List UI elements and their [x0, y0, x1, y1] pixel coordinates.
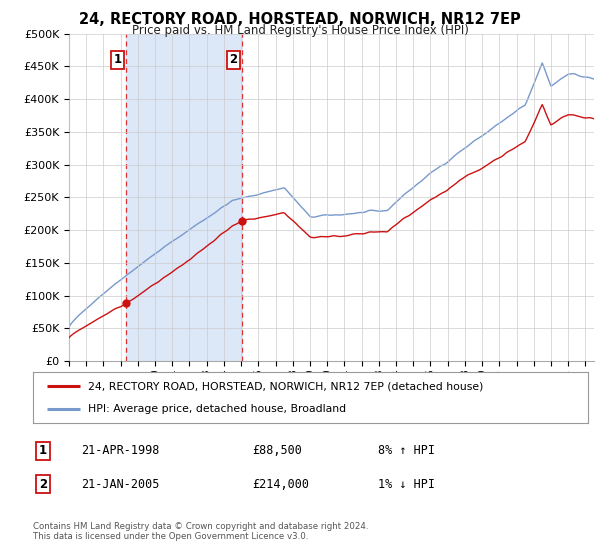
Text: 1: 1 [113, 53, 121, 66]
Bar [126, 34, 242, 361]
Text: 8% ↑ HPI: 8% ↑ HPI [378, 444, 435, 458]
Text: 21-APR-1998: 21-APR-1998 [81, 444, 160, 458]
Text: Price paid vs. HM Land Registry's House Price Index (HPI): Price paid vs. HM Land Registry's House … [131, 24, 469, 36]
Text: 1% ↓ HPI: 1% ↓ HPI [378, 478, 435, 491]
Text: Contains HM Land Registry data © Crown copyright and database right 2024.
This d: Contains HM Land Registry data © Crown c… [33, 522, 368, 542]
Text: £88,500: £88,500 [252, 444, 302, 458]
Text: 1: 1 [39, 444, 47, 458]
Text: 2: 2 [229, 53, 238, 66]
Text: 24, RECTORY ROAD, HORSTEAD, NORWICH, NR12 7EP (detached house): 24, RECTORY ROAD, HORSTEAD, NORWICH, NR1… [89, 381, 484, 391]
Text: £214,000: £214,000 [252, 478, 309, 491]
Text: 21-JAN-2005: 21-JAN-2005 [81, 478, 160, 491]
Text: 24, RECTORY ROAD, HORSTEAD, NORWICH, NR12 7EP: 24, RECTORY ROAD, HORSTEAD, NORWICH, NR1… [79, 12, 521, 27]
Text: HPI: Average price, detached house, Broadland: HPI: Average price, detached house, Broa… [89, 404, 347, 414]
Text: 2: 2 [39, 478, 47, 491]
